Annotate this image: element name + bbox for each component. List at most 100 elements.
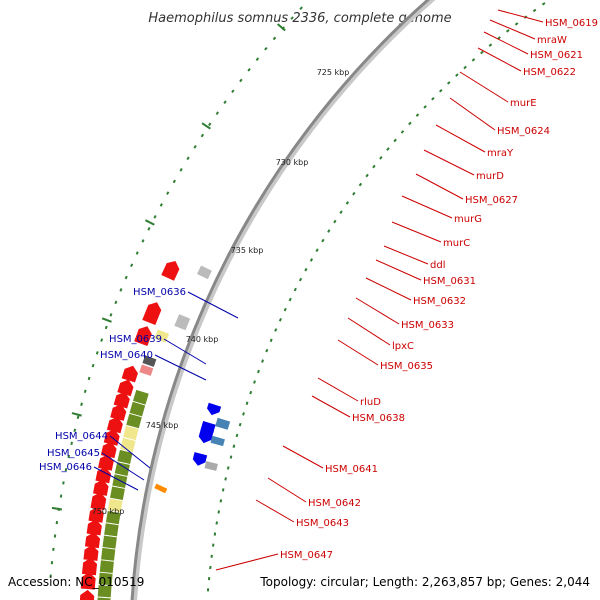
forward-gene-arrow — [142, 302, 162, 326]
forward-gene-arrow — [83, 544, 99, 561]
tick-dot — [207, 577, 211, 581]
tick-dot — [53, 534, 57, 538]
tick-dot — [278, 318, 282, 322]
tick-dot — [455, 73, 459, 77]
leader-line — [489, 19, 536, 40]
leader-line — [355, 297, 400, 325]
leader-line — [423, 149, 475, 176]
tick-dot — [514, 22, 519, 26]
gene-label: HSM_0644 — [55, 431, 108, 442]
tick-dot — [235, 433, 239, 438]
forward-gene-arrow — [86, 519, 102, 536]
tick-dot — [372, 164, 376, 169]
tick-dot — [379, 155, 383, 160]
forward-gene-arrow — [81, 557, 98, 576]
tick-dot — [119, 288, 123, 292]
tick-dot — [247, 67, 251, 72]
gene-label: ddl — [430, 260, 445, 271]
tick-dot — [272, 36, 277, 41]
backbone-ring — [130, 0, 436, 600]
tick-dot — [264, 46, 268, 51]
tick-dot — [130, 263, 134, 268]
gene-label: HSM_0621 — [530, 50, 583, 61]
cog-block — [98, 572, 113, 586]
reverse-gene-arrow — [200, 421, 216, 437]
gene-label: mraW — [537, 35, 567, 46]
cog-block — [129, 401, 146, 417]
gene-label: HSM_0639 — [109, 334, 162, 345]
scale-tick — [276, 23, 286, 32]
backbone-shadow — [131, 0, 436, 600]
leader-line — [163, 338, 207, 365]
scale-mark-label: 730 kbp — [276, 158, 309, 167]
gene-label: HSM_0643 — [296, 518, 349, 529]
tick-dot — [114, 300, 118, 305]
map-title: Haemophilus somnus 2336, complete genome — [148, 11, 451, 26]
tick-dot — [172, 179, 176, 184]
tick-dot — [217, 510, 220, 514]
tick-dot — [423, 105, 427, 109]
forward-gene-arrow — [84, 532, 101, 549]
gene-label: murC — [443, 238, 470, 249]
leader-line — [267, 477, 307, 503]
tick-dot — [209, 565, 212, 570]
forward-gene-box — [196, 265, 212, 280]
scale-mark-label: 725 kbp — [317, 68, 350, 77]
tick-dot — [365, 173, 369, 178]
cog-block — [97, 585, 112, 598]
leader-line — [459, 71, 509, 103]
scale-marks: 725 kbp 730 kbp 735 kbp 740 kbp 745 kbp 750 k… — [51, 23, 350, 516]
tick-dot — [290, 16, 294, 20]
tick-dot — [141, 239, 145, 243]
cog-block — [101, 547, 116, 561]
forward-gene-arrow — [113, 391, 130, 409]
leader-line — [311, 395, 351, 418]
tick-dot — [213, 532, 217, 536]
tick-dot — [223, 100, 227, 104]
reverse-gene-arrow — [207, 402, 222, 416]
tick-dot — [219, 499, 223, 503]
tick-dot — [50, 561, 54, 565]
leader-line — [477, 47, 522, 72]
leader-line — [391, 221, 442, 243]
reverse-gene-box — [204, 461, 218, 471]
scale-tick — [101, 317, 112, 323]
tick-dot — [212, 543, 215, 547]
scale-tick — [201, 122, 211, 130]
gene-label: murD — [476, 171, 504, 182]
tick-dot — [200, 133, 205, 138]
tick-dot — [221, 488, 225, 492]
gene-label: HSM_0640 — [100, 350, 153, 361]
tick-dot — [386, 147, 390, 151]
gene-label: HSM_0641 — [325, 464, 378, 475]
gene-label: HSM_0642 — [308, 498, 361, 509]
gene-tracks — [79, 261, 231, 600]
tick-dot — [393, 138, 397, 143]
tick-dot — [463, 65, 467, 70]
leader-line — [187, 291, 239, 319]
forward-gene-arrow — [79, 589, 95, 600]
tick-dot — [124, 275, 128, 280]
leader-line — [375, 259, 422, 281]
forward-gene-arrow — [110, 404, 127, 421]
tick-dot — [541, 2, 546, 6]
cog-block — [117, 449, 133, 464]
tick-dot — [135, 251, 139, 255]
tick-dot — [255, 57, 260, 62]
leader-line — [93, 466, 139, 491]
tick-dot — [179, 167, 183, 172]
cog-block — [123, 425, 139, 441]
tick-dot — [253, 380, 256, 384]
leader-line — [383, 245, 429, 265]
tick-dot — [256, 369, 260, 374]
cog-block — [104, 523, 119, 537]
tick-dot — [274, 328, 278, 332]
tick-dot — [215, 521, 218, 525]
tick-dot — [64, 467, 68, 472]
tick-dot — [298, 277, 303, 282]
gene-label: HSM_0619 — [545, 18, 598, 29]
leader-line — [497, 9, 544, 23]
leader-line — [483, 31, 529, 55]
tick-dot — [52, 547, 55, 551]
